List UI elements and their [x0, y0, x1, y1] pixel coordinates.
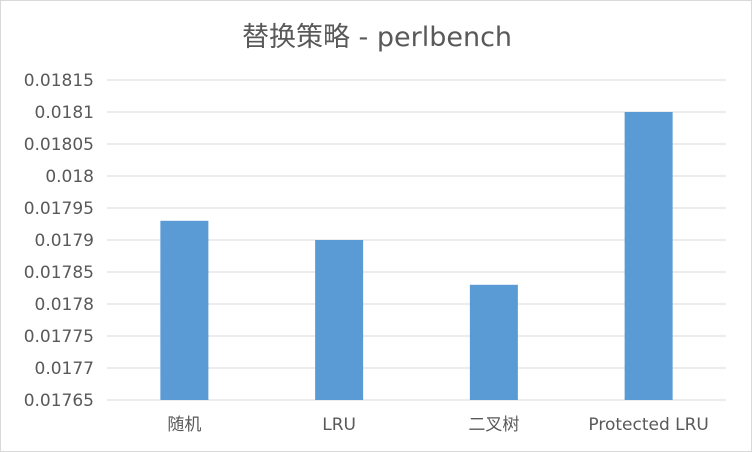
gridlines: [107, 79, 726, 401]
x-tick-label: 二叉树: [468, 415, 519, 435]
y-tick-label: 0.01775: [24, 327, 94, 347]
y-tick-label: 0.01795: [24, 199, 94, 219]
x-tick-label: Protected LRU: [588, 415, 709, 435]
bar: [160, 220, 209, 400]
y-tick-label: 0.018: [45, 167, 94, 187]
y-tick-label: 0.01815: [24, 71, 94, 91]
y-tick-label: 0.01805: [24, 135, 94, 155]
y-tick-label: 0.0181: [35, 103, 94, 123]
y-tick-label: 0.01785: [24, 263, 94, 283]
bar: [624, 112, 673, 400]
x-tick-labels: 随机 LRU 二叉树 Protected LRU: [167, 415, 709, 435]
bar: [469, 284, 518, 400]
y-tick-label: 0.01765: [24, 391, 94, 411]
y-tick-label: 0.0177: [35, 359, 94, 379]
y-tick-label: 0.0179: [35, 231, 94, 251]
x-tick-label: LRU: [322, 415, 356, 435]
bars: [160, 112, 673, 400]
chart-title: 替换策略 - perlbench: [241, 22, 513, 53]
y-tick-labels: 0.01765 0.0177 0.01775 0.0178 0.01785 0.0179 0…: [24, 71, 94, 411]
x-tick-label: 随机: [167, 415, 201, 435]
bar: [315, 240, 364, 400]
y-tick-label: 0.0178: [35, 295, 94, 315]
